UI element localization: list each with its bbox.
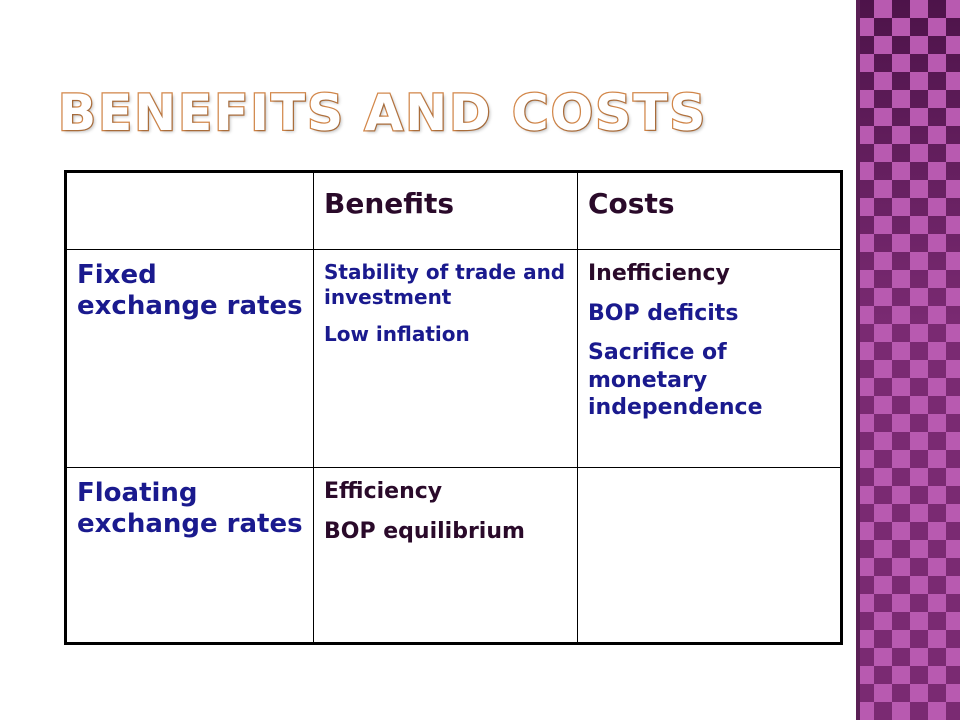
list-item: BOP equilibrium	[324, 518, 525, 544]
fixed-benefits-cell: Stability of trade and investment Low in…	[313, 249, 578, 468]
list-item: Low inflation	[324, 322, 470, 346]
comparison-table: Benefits Costs Fixed exchange rates Stab…	[64, 170, 843, 645]
floating-costs-cell	[577, 467, 842, 644]
list-item: Efficiency	[324, 479, 443, 504]
fixed-costs-cell: Inefficiency BOP deficits Sacrifice of m…	[577, 249, 842, 468]
table-header-row: Benefits Costs	[65, 171, 842, 250]
list-item: BOP deficits	[588, 300, 739, 326]
decorative-side-strip	[856, 0, 960, 720]
empty-corner-cell	[65, 171, 314, 250]
list-item: Inefficiency	[588, 261, 730, 286]
table-row: Fixed exchange rates Stability of trade …	[65, 249, 842, 468]
list-item: Stability of trade and investment	[324, 260, 566, 309]
table-row: Floating exchange rates Efficiency BOP e…	[65, 467, 842, 644]
header-benefits: Benefits	[313, 171, 578, 250]
floating-benefits-cell: Efficiency BOP equilibrium	[313, 467, 578, 644]
slide-title: Benefits and costs	[57, 84, 708, 142]
row-label-fixed: Fixed exchange rates	[65, 249, 314, 468]
row-label-floating: Floating exchange rates	[65, 467, 314, 644]
list-item: Sacrifice of monetary independence	[588, 340, 763, 420]
header-costs: Costs	[577, 171, 842, 250]
